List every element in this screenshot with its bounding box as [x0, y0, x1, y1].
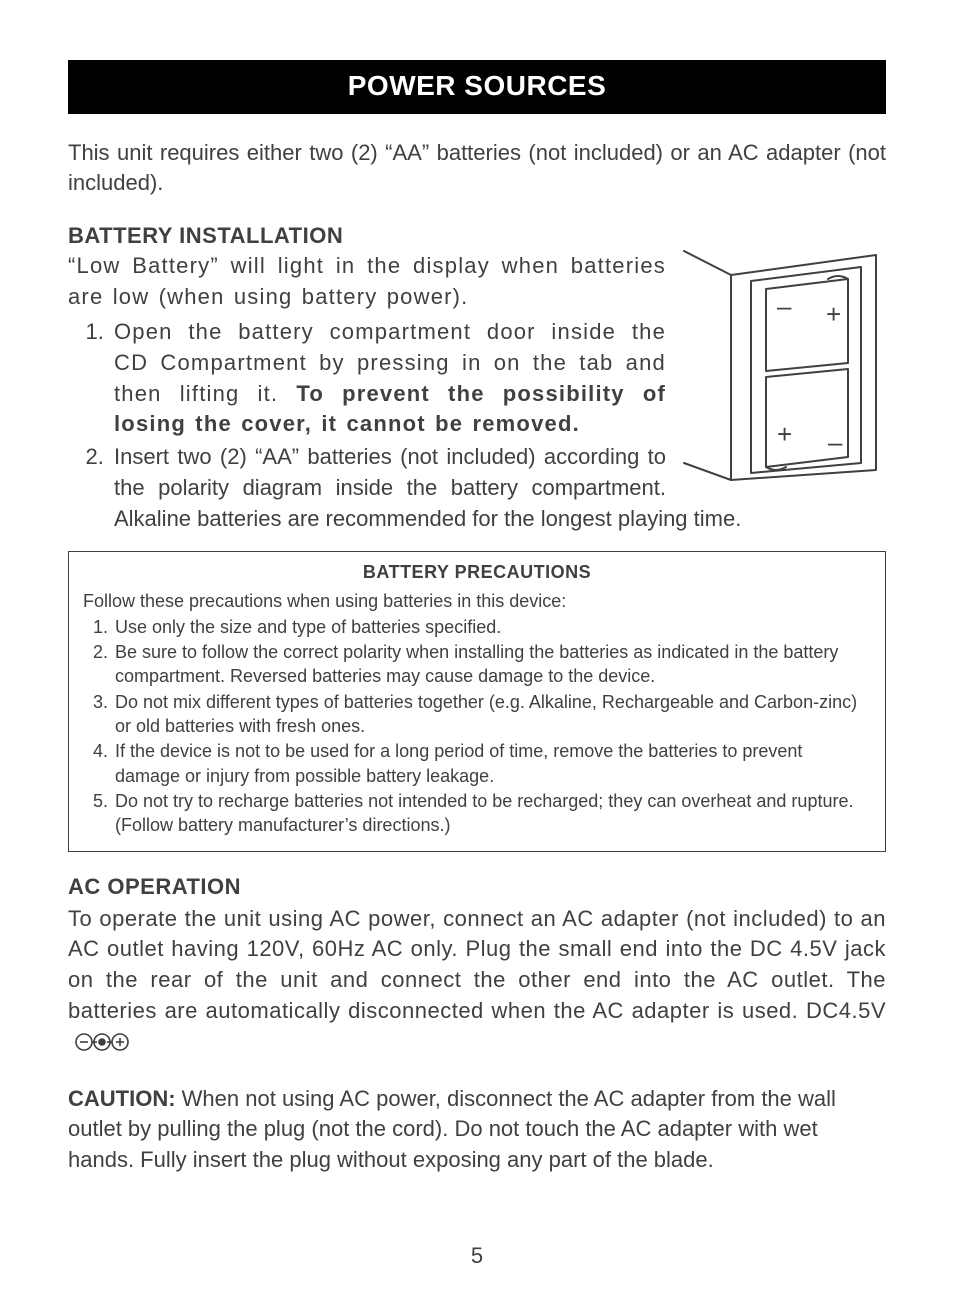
ac-operation-heading: AC OPERATION	[68, 874, 886, 900]
precaution-item: Do not mix different types of batteries …	[113, 690, 871, 739]
page-number: 5	[0, 1243, 954, 1269]
section-banner: POWER SOURCES	[68, 60, 886, 114]
ac-text-body: To operate the unit using AC power, conn…	[68, 906, 886, 1023]
precaution-item: Do not try to recharge batteries not int…	[113, 789, 871, 838]
intro-paragraph: This unit requires either two (2) “AA” b…	[68, 138, 886, 197]
caution-paragraph: CAUTION: When not using AC power, discon…	[68, 1084, 886, 1176]
step-text: Insert two (2) “AA” batteries (not inclu…	[114, 444, 741, 531]
dc-polarity-icon	[74, 1031, 130, 1062]
caution-label: CAUTION:	[68, 1086, 176, 1111]
ac-operation-text: To operate the unit using AC power, conn…	[68, 904, 886, 1062]
caution-text: When not using AC power, disconnect the …	[68, 1086, 836, 1173]
precaution-item: Use only the size and type of batteries …	[113, 615, 871, 639]
manual-page: POWER SOURCES This unit requires either …	[0, 0, 954, 1305]
precaution-item: If the device is not to be used for a lo…	[113, 739, 871, 788]
precautions-intro: Follow these precautions when using batt…	[83, 589, 871, 613]
polarity-plus-icon: +	[777, 419, 792, 449]
precaution-item: Be sure to follow the correct polarity w…	[113, 640, 871, 689]
battery-installation-block: – + + – “Low Battery” will light in the …	[68, 251, 886, 536]
polarity-minus-icon: –	[828, 427, 843, 457]
polarity-plus-icon: +	[826, 299, 841, 329]
polarity-minus-icon: –	[777, 291, 792, 321]
precautions-list: Use only the size and type of batteries …	[83, 615, 871, 838]
precautions-heading: BATTERY PRECAUTIONS	[83, 562, 871, 583]
battery-precautions-box: BATTERY PRECAUTIONS Follow these precaut…	[68, 551, 886, 852]
battery-compartment-diagram: – + + –	[676, 245, 886, 485]
